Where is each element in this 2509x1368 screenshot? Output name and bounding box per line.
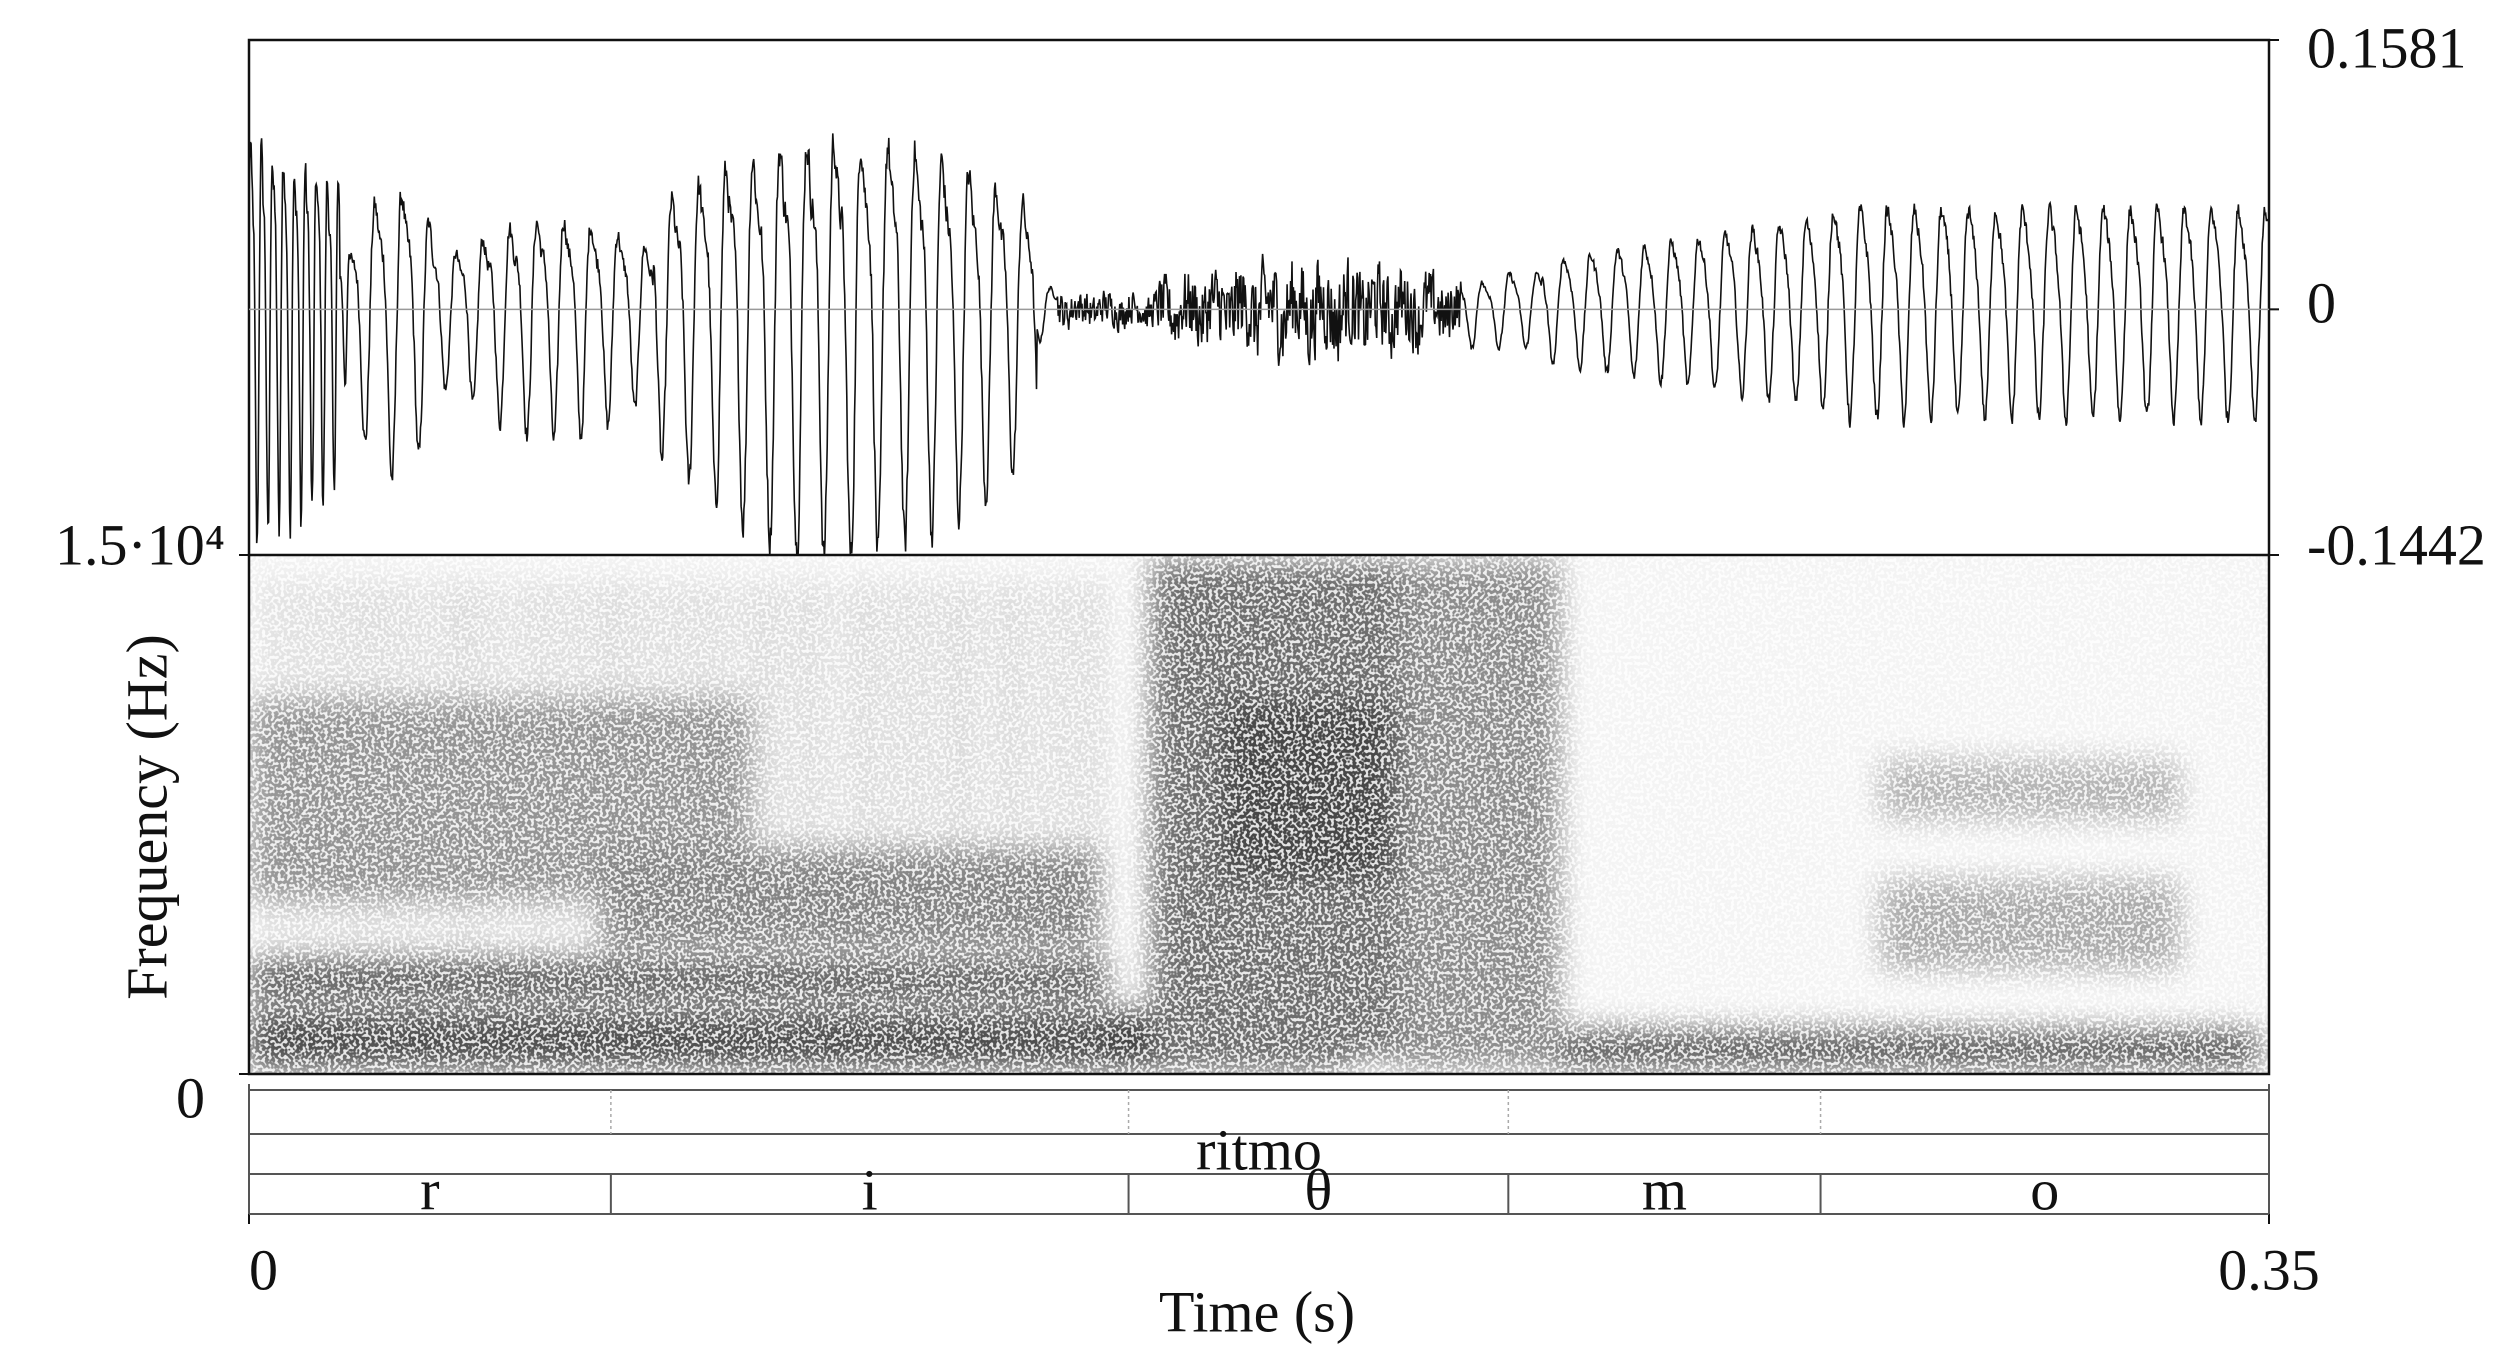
interval-label: i xyxy=(862,1157,878,1222)
spectrogram xyxy=(249,555,2269,1074)
y-tick-label: 0 xyxy=(176,1065,205,1130)
y-axis-label: Frequency (Hz) xyxy=(114,634,179,1000)
y-tick-label: -0.1442 xyxy=(2307,512,2486,577)
y-tick-label: 0.1581 xyxy=(2307,15,2467,80)
waveform xyxy=(249,133,2269,555)
interval-label: r xyxy=(420,1157,439,1222)
waveform-trace xyxy=(249,133,2269,555)
plot-frame xyxy=(247,38,2271,1076)
x-axis-label: Time (s) xyxy=(1159,1279,1355,1344)
x-tick-label: 0.35 xyxy=(2218,1237,2320,1302)
y-tick-label: 1.5·10⁴ xyxy=(55,512,225,577)
interval-label: ritmo xyxy=(1196,1117,1322,1182)
x-tick-label: 0 xyxy=(249,1237,278,1302)
interval-label: m xyxy=(1642,1157,1687,1222)
interval-label: o xyxy=(2030,1157,2059,1222)
y-tick-label: 0 xyxy=(2307,271,2336,336)
interval-label: θ xyxy=(1305,1157,1333,1222)
